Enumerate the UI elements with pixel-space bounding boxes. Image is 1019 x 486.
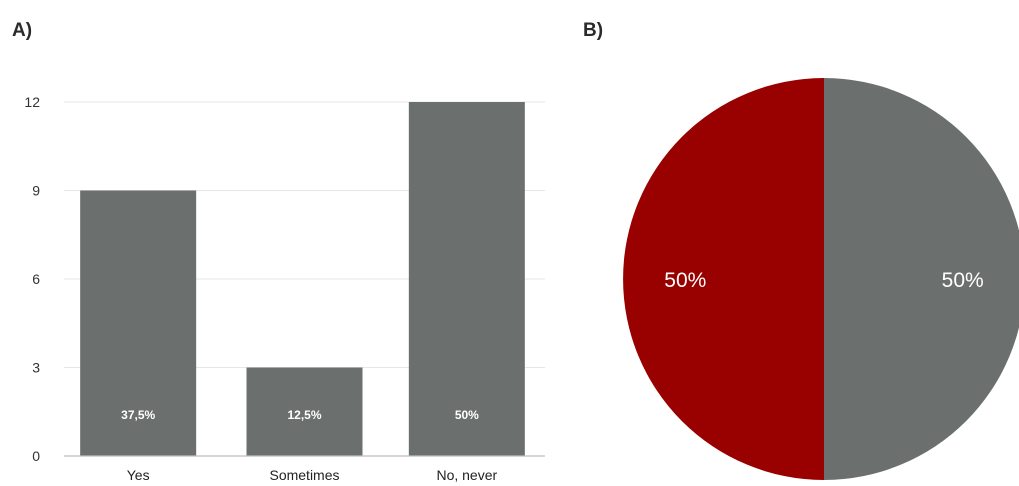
y-tick-label: 6 (32, 271, 40, 287)
bar (80, 190, 197, 456)
bar (246, 367, 363, 456)
panel-label-a: A) (12, 20, 33, 41)
bar-data-label: 37,5% (121, 408, 155, 422)
pie-slice (824, 78, 1019, 480)
bar-data-label: 12,5% (287, 408, 321, 422)
x-tick-label: Yes (127, 467, 150, 483)
y-tick-label: 0 (32, 448, 40, 464)
bar (408, 102, 525, 456)
pie-slice (623, 78, 824, 480)
y-tick-label: 9 (32, 183, 40, 199)
y-tick-label: 3 (32, 360, 40, 376)
panel-label-b: B) (583, 20, 604, 41)
x-tick-label: Sometimes (269, 467, 339, 483)
bar-chart: 0 3 6 9 12 37,5% Yes 12,5% Sometimes 50% No, never (24, 94, 545, 483)
x-tick-label: No, never (436, 467, 497, 483)
pie-chart: 50% 50% (623, 78, 1019, 480)
bar-data-label: 50% (455, 408, 479, 422)
y-tick-label: 12 (24, 94, 40, 110)
pie-slice-label: 50% (664, 269, 706, 292)
pie-slice-label: 50% (942, 269, 984, 292)
